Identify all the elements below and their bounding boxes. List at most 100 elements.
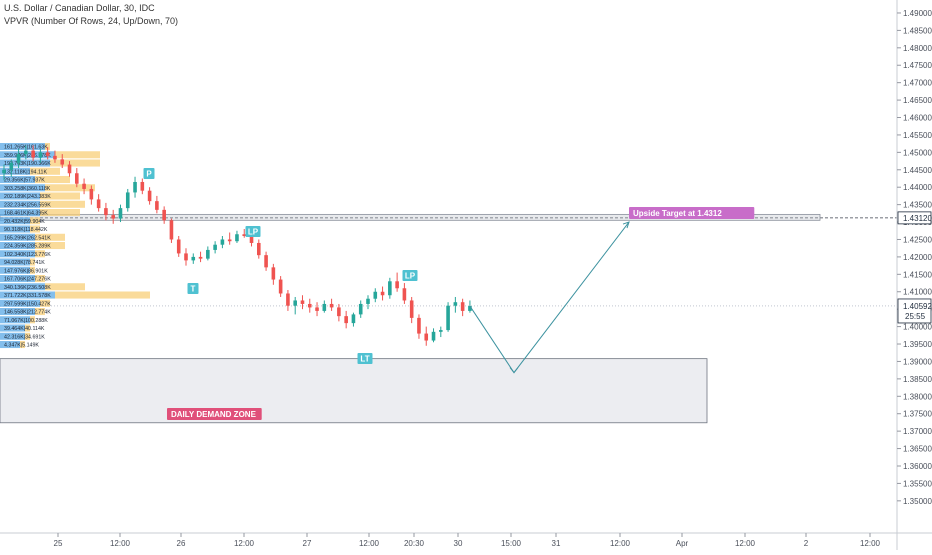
- projection-turn-mark: [509, 367, 519, 374]
- time-axis[interactable]: 25 12:00 26 12:00 27 12:00 20:30 30 15:00 31 12:00…: [0, 532, 932, 548]
- candle-body: [293, 300, 297, 306]
- volume-row-up: [0, 308, 35, 316]
- candle-body: [395, 281, 399, 289]
- volume-row-label: 359.976K|286.778K: [4, 153, 51, 159]
- volume-row-label: 20.432K|59.904K: [4, 219, 45, 225]
- volume-row-down: [35, 308, 45, 316]
- target-price-tag-text: 1.43120: [903, 214, 932, 223]
- price-tick-label: 1.39500: [903, 340, 932, 349]
- volume-row-down: [40, 192, 80, 200]
- price-tick-label: 1.38500: [903, 375, 932, 384]
- price-axis[interactable]: 1.49000 1.48500 1.48000 1.47500 1.47000 1.465…: [896, 0, 932, 550]
- volume-row-up: [0, 167, 30, 175]
- volume-row-label: 340.136K|236.508K: [4, 285, 51, 291]
- annotation-badge-bg: [143, 168, 155, 179]
- candle-body: [286, 293, 290, 306]
- time-tick-label: 12:00: [735, 539, 756, 548]
- annotation-badge: LT: [357, 353, 373, 364]
- volume-row-down: [45, 283, 85, 291]
- volume-row-up: [0, 200, 40, 208]
- volume-row-down: [30, 225, 40, 233]
- volume-row-up: [0, 332, 25, 340]
- volume-row-label: 192.763K|190.366K: [4, 161, 51, 167]
- candle-body: [198, 256, 203, 259]
- annotation-badge-text: LT: [360, 355, 369, 364]
- countdown-tag-text: 25:55: [905, 312, 926, 321]
- candle-body: [184, 253, 188, 261]
- target-price-tag: 1.43120: [897, 211, 932, 225]
- candle-body: [439, 330, 443, 332]
- candle-body: [322, 303, 327, 311]
- volume-row-down: [30, 266, 35, 274]
- volume-row-label: 303.258K|360.118K: [4, 186, 51, 192]
- price-tick-label: 1.42500: [903, 235, 932, 244]
- candle-body: [409, 300, 414, 318]
- candle-body: [75, 173, 79, 184]
- volume-row-down: [35, 233, 65, 241]
- drawings-layer[interactable]: Upside Target at 1.4312 DAILY DEMAND ZONE…: [143, 168, 755, 420]
- volume-row-up: [0, 233, 35, 241]
- price-tick-label: 1.49000: [903, 9, 932, 18]
- target-zone-band: [0, 213, 821, 221]
- projection-arrowhead: [622, 221, 630, 229]
- volume-row-down: [20, 341, 25, 349]
- candle-body: [220, 239, 225, 245]
- annotation-badge: T: [187, 283, 199, 294]
- annotation-badge: LP: [245, 226, 261, 237]
- annotation-badge-bg: [187, 283, 199, 294]
- candle-body: [227, 239, 232, 242]
- candle-body: [38, 152, 43, 158]
- volume-row-down: [35, 242, 65, 250]
- annotation-badge-text: LP: [405, 272, 416, 281]
- time-tick-label: 25: [54, 539, 63, 548]
- demand-zone-label-text: DAILY DEMAND ZONE: [171, 410, 257, 419]
- price-tick-label: 1.35500: [903, 479, 932, 488]
- time-tick-label: 12:00: [610, 539, 631, 548]
- symbol-title[interactable]: U.S. Dollar / Canadian Dollar, 30, IDC: [4, 3, 155, 13]
- time-tick-label: 20:30: [404, 539, 425, 548]
- volume-row-down: [30, 217, 40, 225]
- candle-body: [446, 305, 450, 331]
- candle-body: [417, 317, 421, 334]
- price-tick-label: 1.48000: [903, 44, 932, 53]
- candle-body: [118, 208, 123, 219]
- volume-row-up: [0, 151, 55, 159]
- price-tick-label: 1.44500: [903, 166, 932, 175]
- volume-row-label: 146.558K|212.774K: [4, 310, 51, 316]
- time-tick-label: 31: [552, 539, 561, 548]
- candle-body: [300, 300, 305, 304]
- candle-body: [133, 181, 137, 193]
- candles-layer[interactable]: [2, 145, 472, 346]
- volume-row-up: [0, 258, 30, 266]
- volume-row-up: [0, 341, 20, 349]
- volume-row-down: [30, 167, 60, 175]
- candle-body: [67, 164, 72, 174]
- candle-body: [315, 307, 319, 311]
- indicator-title[interactable]: VPVR (Number Of Rows, 24, Up/Down, 70): [4, 16, 179, 26]
- time-tick-label: 26: [177, 539, 186, 548]
- volume-row-up: [0, 225, 30, 233]
- candle-body: [235, 234, 239, 242]
- upside-target-label-bg: [629, 207, 755, 219]
- candle-body: [337, 307, 341, 317]
- upside-target-label: Upside Target at 1.4312: [629, 207, 755, 219]
- price-tick-label: 1.37000: [903, 427, 932, 436]
- price-tick-label: 1.36000: [903, 462, 932, 471]
- volume-row-up: [0, 316, 30, 324]
- candle-body: [53, 155, 57, 160]
- volume-row-down: [40, 209, 80, 217]
- candle-body: [307, 303, 312, 308]
- price-tick-label: 1.47000: [903, 79, 932, 88]
- demand-zone-box: [0, 358, 708, 424]
- candle-body: [344, 316, 348, 324]
- volume-row-label: 29.356K|57.937K: [4, 178, 45, 184]
- price-tick-label: 1.45500: [903, 131, 932, 140]
- candle-body: [468, 306, 472, 311]
- candle-body: [147, 190, 152, 202]
- volume-row-up: [0, 209, 40, 217]
- volume-row-label: 202.189K|243.383K: [4, 194, 51, 200]
- volume-row-label: 165.299K|262.541K: [4, 235, 51, 241]
